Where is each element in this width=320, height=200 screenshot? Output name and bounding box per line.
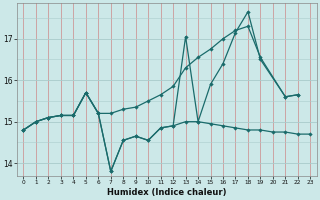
X-axis label: Humidex (Indice chaleur): Humidex (Indice chaleur) (107, 188, 227, 197)
